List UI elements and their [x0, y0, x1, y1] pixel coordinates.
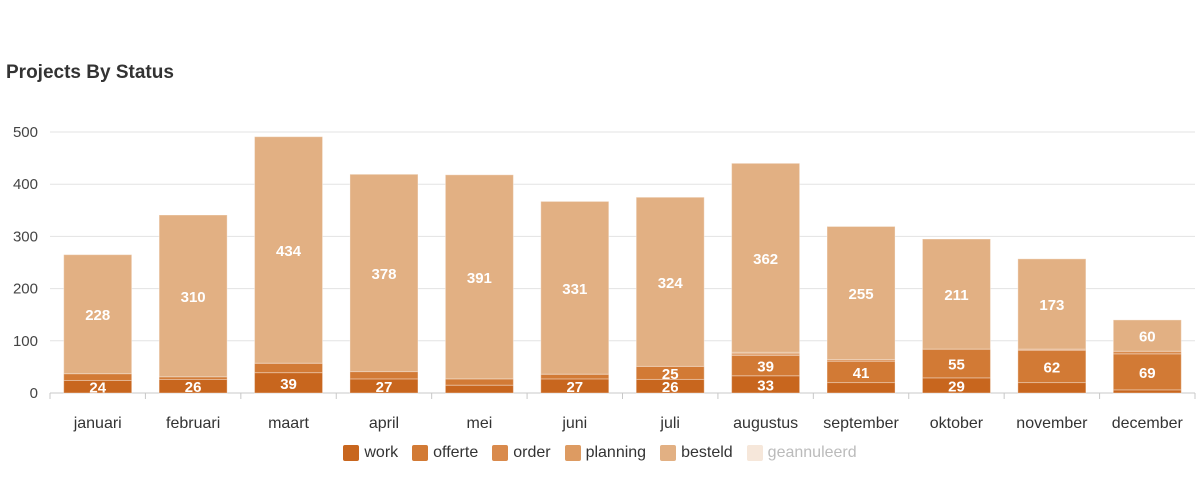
x-tick-label: mei [466, 415, 492, 432]
x-tick-label: februari [166, 415, 220, 432]
data-label: 25 [662, 366, 679, 383]
bar-segment-offerte [444, 378, 514, 386]
x-tick-label: oktober [930, 415, 984, 432]
data-label: 39 [280, 376, 297, 393]
bar-segment-besteld [349, 173, 419, 373]
legend-label: besteld [681, 444, 733, 461]
data-label: 434 [276, 243, 302, 260]
data-label: 27 [376, 379, 393, 396]
bar-segment-besteld [635, 196, 705, 367]
chart-title: Projects By Status [6, 62, 174, 83]
data-label: 60 [1139, 329, 1156, 346]
data-label: 26 [662, 379, 679, 396]
legend-item-offerte[interactable]: offerte [412, 444, 478, 462]
data-label: 378 [371, 266, 396, 283]
legend-swatch [343, 445, 360, 461]
data-label: 391 [467, 270, 492, 287]
legend-item-geannuleerd[interactable]: geannuleerd [746, 444, 857, 462]
bar-segment-besteld [254, 136, 324, 364]
legend-label: offerte [433, 444, 479, 461]
y-tick-label: 300 [13, 228, 38, 245]
data-label: 29 [948, 378, 965, 395]
x-tick-label: juli [659, 415, 680, 432]
data-label: 26 [185, 379, 202, 396]
data-label: 27 [566, 379, 583, 396]
bar-segment-offerte [540, 373, 610, 380]
x-tick-label: maart [268, 415, 309, 432]
bar-segment-order [826, 359, 896, 362]
legend-label: planning [585, 444, 647, 461]
y-tick-label: 500 [13, 124, 38, 141]
data-label: 331 [562, 281, 587, 298]
bar-segment-offerte [254, 362, 324, 374]
bar-segment-besteld [540, 200, 610, 375]
bar-segment-besteld [444, 174, 514, 380]
bar-segment-besteld [826, 225, 896, 361]
y-tick-label: 0 [30, 385, 38, 402]
legend-swatch [412, 445, 429, 461]
bar-segment-besteld [1017, 258, 1087, 350]
data-label: 24 [89, 380, 106, 397]
legend-swatch [660, 445, 677, 461]
data-label: 228 [85, 307, 110, 324]
bar-segment-work [635, 378, 705, 394]
bar-segment-work [158, 378, 228, 394]
x-tick-label: april [369, 415, 399, 432]
x-tick-label: augustus [733, 415, 798, 432]
data-label: 173 [1039, 297, 1064, 314]
data-label: 324 [658, 275, 684, 292]
bar-segment-besteld [731, 162, 801, 353]
x-tick-label: juni [561, 415, 587, 432]
bar-segment-besteld [1112, 319, 1182, 352]
data-label: 39 [757, 359, 774, 376]
bar-segment-offerte [349, 371, 419, 380]
x-tick-label: december [1112, 415, 1184, 432]
bar-segment-work [444, 384, 514, 394]
bar-segment-work [1017, 382, 1087, 394]
legend-swatch [746, 445, 763, 461]
data-label: 33 [757, 377, 774, 394]
legend-label: geannuleerd [767, 444, 857, 461]
legend-item-planning[interactable]: planning [564, 444, 647, 462]
legend-label: order [513, 444, 551, 461]
data-label: 310 [181, 289, 206, 306]
x-tick-label: november [1016, 415, 1088, 432]
bar-segment-besteld [158, 214, 228, 378]
y-tick-label: 400 [13, 176, 38, 193]
data-label: 255 [849, 286, 874, 303]
legend-item-order[interactable]: order [492, 444, 551, 462]
bar-segment-offerte [63, 373, 133, 381]
bar-segment-besteld [63, 254, 133, 375]
bar-chart: 0 100 200 300 400 500 januari februari maart apri… [13, 124, 1196, 432]
data-label: 69 [1139, 365, 1156, 382]
legend-item-besteld[interactable]: besteld [660, 444, 733, 462]
y-tick-label: 200 [13, 281, 38, 298]
data-label: 362 [753, 251, 778, 268]
legend-swatch [564, 445, 581, 461]
chart-legend: work offerte order planning besteld geannulee… [0, 444, 1200, 462]
bar-segment-work [826, 382, 896, 394]
data-label: 55 [948, 357, 965, 374]
bar-segment-offerte [1017, 349, 1087, 384]
x-tick-label: januari [73, 415, 122, 432]
data-label: 211 [944, 287, 968, 304]
legend-item-work[interactable]: work [343, 444, 398, 462]
data-label: 62 [1044, 359, 1061, 376]
x-tick-label: september [823, 415, 899, 432]
bar-segment-besteld [921, 238, 991, 350]
y-tick-label: 100 [13, 333, 38, 350]
data-label: 41 [853, 365, 870, 382]
legend-label: work [364, 444, 399, 461]
legend-swatch [492, 445, 509, 461]
bar-segment-offerte [921, 348, 991, 379]
bar-segment-offerte [1112, 353, 1182, 391]
